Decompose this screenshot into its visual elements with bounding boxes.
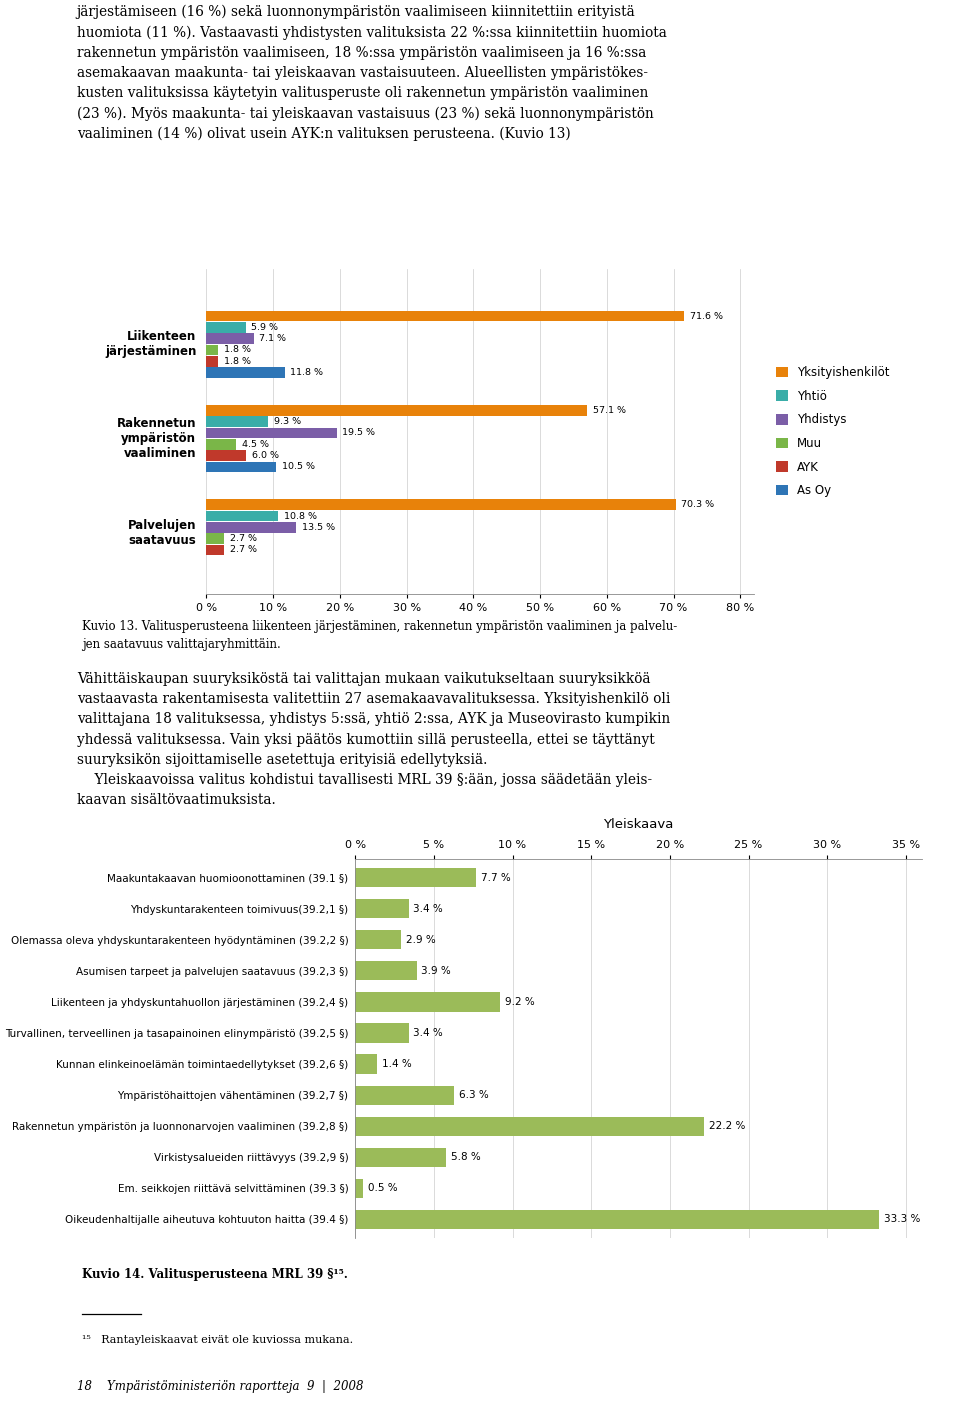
Text: 10.5 %: 10.5 % (282, 463, 315, 471)
Text: 19.5 %: 19.5 % (342, 429, 374, 437)
Text: Kuvio 13. Valitusperusteena liikenteen järjestäminen, rakennetun ympäristön vaal: Kuvio 13. Valitusperusteena liikenteen j… (82, 620, 677, 651)
Bar (206, 334, 253, 344)
Bar (206, 345, 219, 355)
Text: 10.8 %: 10.8 % (284, 511, 317, 521)
Text: 18    Ympäristöministeriön raportteja  9  |  2008: 18 Ympäristöministeriön raportteja 9 | 2… (77, 1380, 363, 1394)
Text: 6.0 %: 6.0 % (252, 451, 278, 460)
Bar (206, 416, 269, 427)
Bar (206, 357, 219, 366)
Text: 33.3 %: 33.3 % (884, 1214, 921, 1224)
Bar (355, 1054, 377, 1074)
Bar (206, 511, 278, 522)
Bar (355, 1023, 409, 1043)
Bar (206, 368, 285, 378)
Text: 2.7 %: 2.7 % (229, 545, 256, 555)
Text: Rakennetun
ympäristön
vaaliminen: Rakennetun ympäristön vaaliminen (117, 417, 197, 460)
Bar (355, 867, 476, 887)
Bar (206, 545, 225, 556)
Text: järjestämiseen (16 %) sekä luonnonympäristön vaalimiseen kiinnitettiin erityistä: järjestämiseen (16 %) sekä luonnonympäri… (77, 6, 666, 142)
Bar (206, 522, 297, 533)
Text: 4.5 %: 4.5 % (242, 440, 269, 449)
Text: Kuvio 14. Valitusperusteena MRL 39 §¹⁵.: Kuvio 14. Valitusperusteena MRL 39 §¹⁵. (82, 1268, 348, 1281)
Text: 3.4 %: 3.4 % (414, 904, 444, 914)
Text: 70.3 %: 70.3 % (681, 499, 714, 509)
Text: 2.9 %: 2.9 % (405, 935, 435, 945)
Bar (355, 1210, 879, 1230)
Title: Yleiskaava: Yleiskaava (603, 818, 674, 832)
Text: 1.8 %: 1.8 % (224, 345, 251, 355)
Text: 1.4 %: 1.4 % (382, 1058, 412, 1070)
Text: 5.9 %: 5.9 % (252, 323, 278, 333)
Bar (355, 899, 409, 918)
Bar (206, 439, 236, 450)
Text: 9.3 %: 9.3 % (274, 417, 300, 426)
Text: 71.6 %: 71.6 % (689, 311, 723, 321)
Bar (355, 992, 500, 1012)
Bar (355, 1148, 446, 1167)
Text: 11.8 %: 11.8 % (291, 368, 324, 378)
Text: 7.7 %: 7.7 % (481, 873, 511, 883)
Bar (355, 1116, 705, 1136)
Text: 0.5 %: 0.5 % (368, 1183, 397, 1193)
Bar (355, 961, 417, 981)
Text: 1.8 %: 1.8 % (224, 357, 251, 366)
Text: 7.1 %: 7.1 % (259, 334, 286, 344)
Text: 2.7 %: 2.7 % (229, 533, 256, 543)
Text: 22.2 %: 22.2 % (709, 1121, 746, 1131)
Text: Vähittäiskaupan suuryksiköstä tai valittajan mukaan vaikutukseltaan suuryksikköä: Vähittäiskaupan suuryksiköstä tai valitt… (77, 672, 670, 807)
Text: 3.9 %: 3.9 % (421, 966, 451, 976)
Bar (355, 1085, 454, 1105)
Text: 9.2 %: 9.2 % (505, 998, 535, 1007)
Text: 13.5 %: 13.5 % (301, 522, 335, 532)
Text: Palvelujen
saatavuus: Palvelujen saatavuus (128, 519, 197, 548)
Text: 57.1 %: 57.1 % (592, 406, 626, 415)
Text: ¹⁵   Rantayleiskaavat eivät ole kuviossa mukana.: ¹⁵ Rantayleiskaavat eivät ole kuviossa m… (82, 1336, 352, 1346)
Text: 5.8 %: 5.8 % (451, 1152, 481, 1162)
Text: 3.4 %: 3.4 % (414, 1027, 444, 1039)
Bar (206, 405, 588, 416)
Text: 6.3 %: 6.3 % (459, 1090, 489, 1099)
Bar (355, 1179, 363, 1199)
Bar (206, 427, 337, 439)
Bar (206, 461, 276, 473)
Bar (206, 323, 246, 333)
Bar (206, 311, 684, 321)
Bar (206, 499, 676, 511)
Bar (206, 450, 247, 461)
Legend: Yksityishenkilöt, Yhtiö, Yhdistys, Muu, AYK, As Oy: Yksityishenkilöt, Yhtiö, Yhdistys, Muu, … (776, 366, 890, 497)
Text: Liikenteen
järjestäminen: Liikenteen järjestäminen (105, 330, 197, 358)
Bar (355, 930, 401, 949)
Bar (206, 533, 225, 545)
